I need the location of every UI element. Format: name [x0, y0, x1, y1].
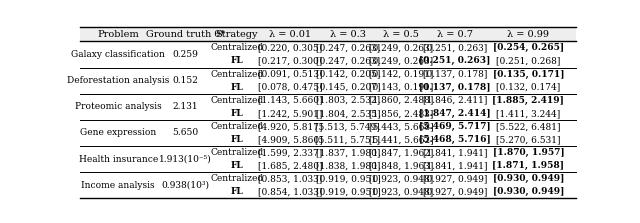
Text: [4.909, 5.860]: [4.909, 5.860]: [258, 135, 323, 144]
Text: [0.930, 0.949]: [0.930, 0.949]: [493, 187, 564, 196]
Text: FL: FL: [230, 83, 243, 92]
Text: 5.650: 5.650: [173, 128, 198, 137]
Text: [5.522, 6.481]: [5.522, 6.481]: [496, 122, 561, 131]
Text: [0.927, 0.949]: [0.927, 0.949]: [423, 174, 487, 183]
Text: [0.251, 0.263]: [0.251, 0.263]: [419, 56, 491, 66]
Text: Centralized: Centralized: [210, 148, 263, 157]
Text: [0.254, 0.265]: [0.254, 0.265]: [493, 43, 564, 52]
Text: [0.249, 0.263]: [0.249, 0.263]: [369, 56, 433, 66]
Text: Centralized: Centralized: [210, 174, 263, 183]
Text: [1.685, 2.480]: [1.685, 2.480]: [258, 161, 323, 170]
Text: [0.142, 0.191]: [0.142, 0.191]: [369, 70, 433, 78]
Text: [0.135, 0.171]: [0.135, 0.171]: [493, 70, 564, 78]
Text: [0.078, 0.475]: [0.078, 0.475]: [258, 83, 323, 92]
Text: Deforestation analysis: Deforestation analysis: [67, 76, 170, 85]
Text: [1.871, 1.958]: [1.871, 1.958]: [492, 161, 564, 170]
Text: 0.152: 0.152: [173, 76, 198, 85]
Text: [1.847, 1.962]: [1.847, 1.962]: [369, 148, 433, 157]
Text: [0.132, 0.174]: [0.132, 0.174]: [496, 83, 561, 92]
Text: [4.920, 5.817]: [4.920, 5.817]: [258, 122, 323, 131]
Text: [0.143, 0.191]: [0.143, 0.191]: [369, 83, 433, 92]
Text: λ = 0.01: λ = 0.01: [269, 30, 312, 39]
Text: [5.511, 5.751]: [5.511, 5.751]: [316, 135, 380, 144]
Text: [0.853, 1.033]: [0.853, 1.033]: [258, 174, 323, 183]
Text: [0.251, 0.268]: [0.251, 0.268]: [496, 56, 561, 66]
Text: Strategy: Strategy: [216, 30, 258, 39]
Text: [0.220, 0.305]: [0.220, 0.305]: [258, 43, 323, 52]
Text: [1.803, 2.532]: [1.803, 2.532]: [316, 96, 380, 105]
Text: [0.923, 0.948]: [0.923, 0.948]: [369, 187, 433, 196]
Text: Ground truth θ*: Ground truth θ*: [146, 30, 225, 39]
Text: [0.923, 0.948]: [0.923, 0.948]: [369, 174, 433, 183]
Text: 1.913(10⁻⁵): 1.913(10⁻⁵): [159, 155, 212, 164]
Text: FL: FL: [230, 161, 243, 170]
Text: λ = 0.3: λ = 0.3: [330, 30, 366, 39]
Text: Galaxy classification: Galaxy classification: [71, 50, 165, 59]
Text: [5.513, 5.749]: [5.513, 5.749]: [316, 122, 380, 131]
Text: FL: FL: [230, 56, 243, 66]
Text: [1.411, 3.244]: [1.411, 3.244]: [496, 109, 561, 118]
Text: [1.885, 2.419]: [1.885, 2.419]: [492, 96, 564, 105]
Text: [1.856, 2.483]: [1.856, 2.483]: [369, 109, 433, 118]
Text: λ = 0.99: λ = 0.99: [508, 30, 549, 39]
Text: [1.847, 2.414]: [1.847, 2.414]: [419, 109, 491, 118]
Text: [1.804, 2.535]: [1.804, 2.535]: [316, 109, 380, 118]
Text: Centralized: Centralized: [210, 43, 263, 52]
Text: [1.841, 1.941]: [1.841, 1.941]: [423, 148, 487, 157]
Text: [0.145, 0.207]: [0.145, 0.207]: [316, 83, 380, 92]
Text: [0.247, 0.263]: [0.247, 0.263]: [316, 56, 380, 66]
Text: [0.249, 0.263]: [0.249, 0.263]: [369, 43, 433, 52]
Text: [1.848, 1.963]: [1.848, 1.963]: [369, 161, 433, 170]
Text: [1.838, 1.980]: [1.838, 1.980]: [316, 161, 380, 170]
FancyBboxPatch shape: [80, 27, 576, 41]
Text: [5.468, 5.716]: [5.468, 5.716]: [419, 135, 491, 144]
Text: [1.860, 2.488]: [1.860, 2.488]: [369, 96, 433, 105]
Text: FL: FL: [230, 135, 243, 144]
Text: [0.142, 0.205]: [0.142, 0.205]: [316, 70, 380, 78]
Text: [0.091, 0.513]: [0.091, 0.513]: [258, 70, 323, 78]
Text: [5.441, 5.662]: [5.441, 5.662]: [369, 135, 434, 144]
Text: [0.919, 0.951]: [0.919, 0.951]: [316, 187, 380, 196]
Text: [0.217, 0.300]: [0.217, 0.300]: [258, 56, 323, 66]
Text: Proteomic analysis: Proteomic analysis: [75, 102, 161, 111]
Text: λ = 0.5: λ = 0.5: [383, 30, 419, 39]
Text: [1.841, 1.941]: [1.841, 1.941]: [423, 161, 487, 170]
Text: [0.930, 0.949]: [0.930, 0.949]: [493, 174, 564, 183]
Text: [0.247, 0.263]: [0.247, 0.263]: [316, 43, 380, 52]
Text: [1.837, 1.980]: [1.837, 1.980]: [316, 148, 380, 157]
Text: 0.938(10³): 0.938(10³): [162, 181, 210, 190]
Text: [5.469, 5.717]: [5.469, 5.717]: [419, 122, 491, 131]
Text: Centralized: Centralized: [210, 70, 263, 78]
Text: Health insurance: Health insurance: [79, 155, 158, 164]
Text: [0.854, 1.033]: [0.854, 1.033]: [258, 187, 323, 196]
Text: Centralized: Centralized: [210, 96, 263, 105]
Text: λ = 0.7: λ = 0.7: [437, 30, 473, 39]
Text: [1.143, 5.660]: [1.143, 5.660]: [258, 96, 323, 105]
Text: [1.870, 1.957]: [1.870, 1.957]: [493, 148, 564, 157]
Text: 2.131: 2.131: [173, 102, 198, 111]
Text: Income analysis: Income analysis: [81, 181, 155, 190]
Text: Gene expression: Gene expression: [80, 128, 156, 137]
Text: [5.443, 5.668]: [5.443, 5.668]: [369, 122, 434, 131]
Text: [0.137, 0.178]: [0.137, 0.178]: [423, 70, 487, 78]
Text: [0.251, 0.263]: [0.251, 0.263]: [423, 43, 487, 52]
Text: [1.846, 2.411]: [1.846, 2.411]: [423, 96, 487, 105]
Text: 0.259: 0.259: [173, 50, 198, 59]
Text: FL: FL: [230, 109, 243, 118]
Text: Centralized: Centralized: [210, 122, 263, 131]
Text: [0.137, 0.178]: [0.137, 0.178]: [419, 83, 491, 92]
Text: [5.270, 6.531]: [5.270, 6.531]: [496, 135, 561, 144]
Text: Problem: Problem: [97, 30, 139, 39]
Text: [1.242, 5.901]: [1.242, 5.901]: [258, 109, 323, 118]
Text: [0.927, 0.949]: [0.927, 0.949]: [423, 187, 487, 196]
Text: FL: FL: [230, 187, 243, 196]
Text: [1.599, 2.337]: [1.599, 2.337]: [258, 148, 323, 157]
Text: [0.919, 0.951]: [0.919, 0.951]: [316, 174, 380, 183]
